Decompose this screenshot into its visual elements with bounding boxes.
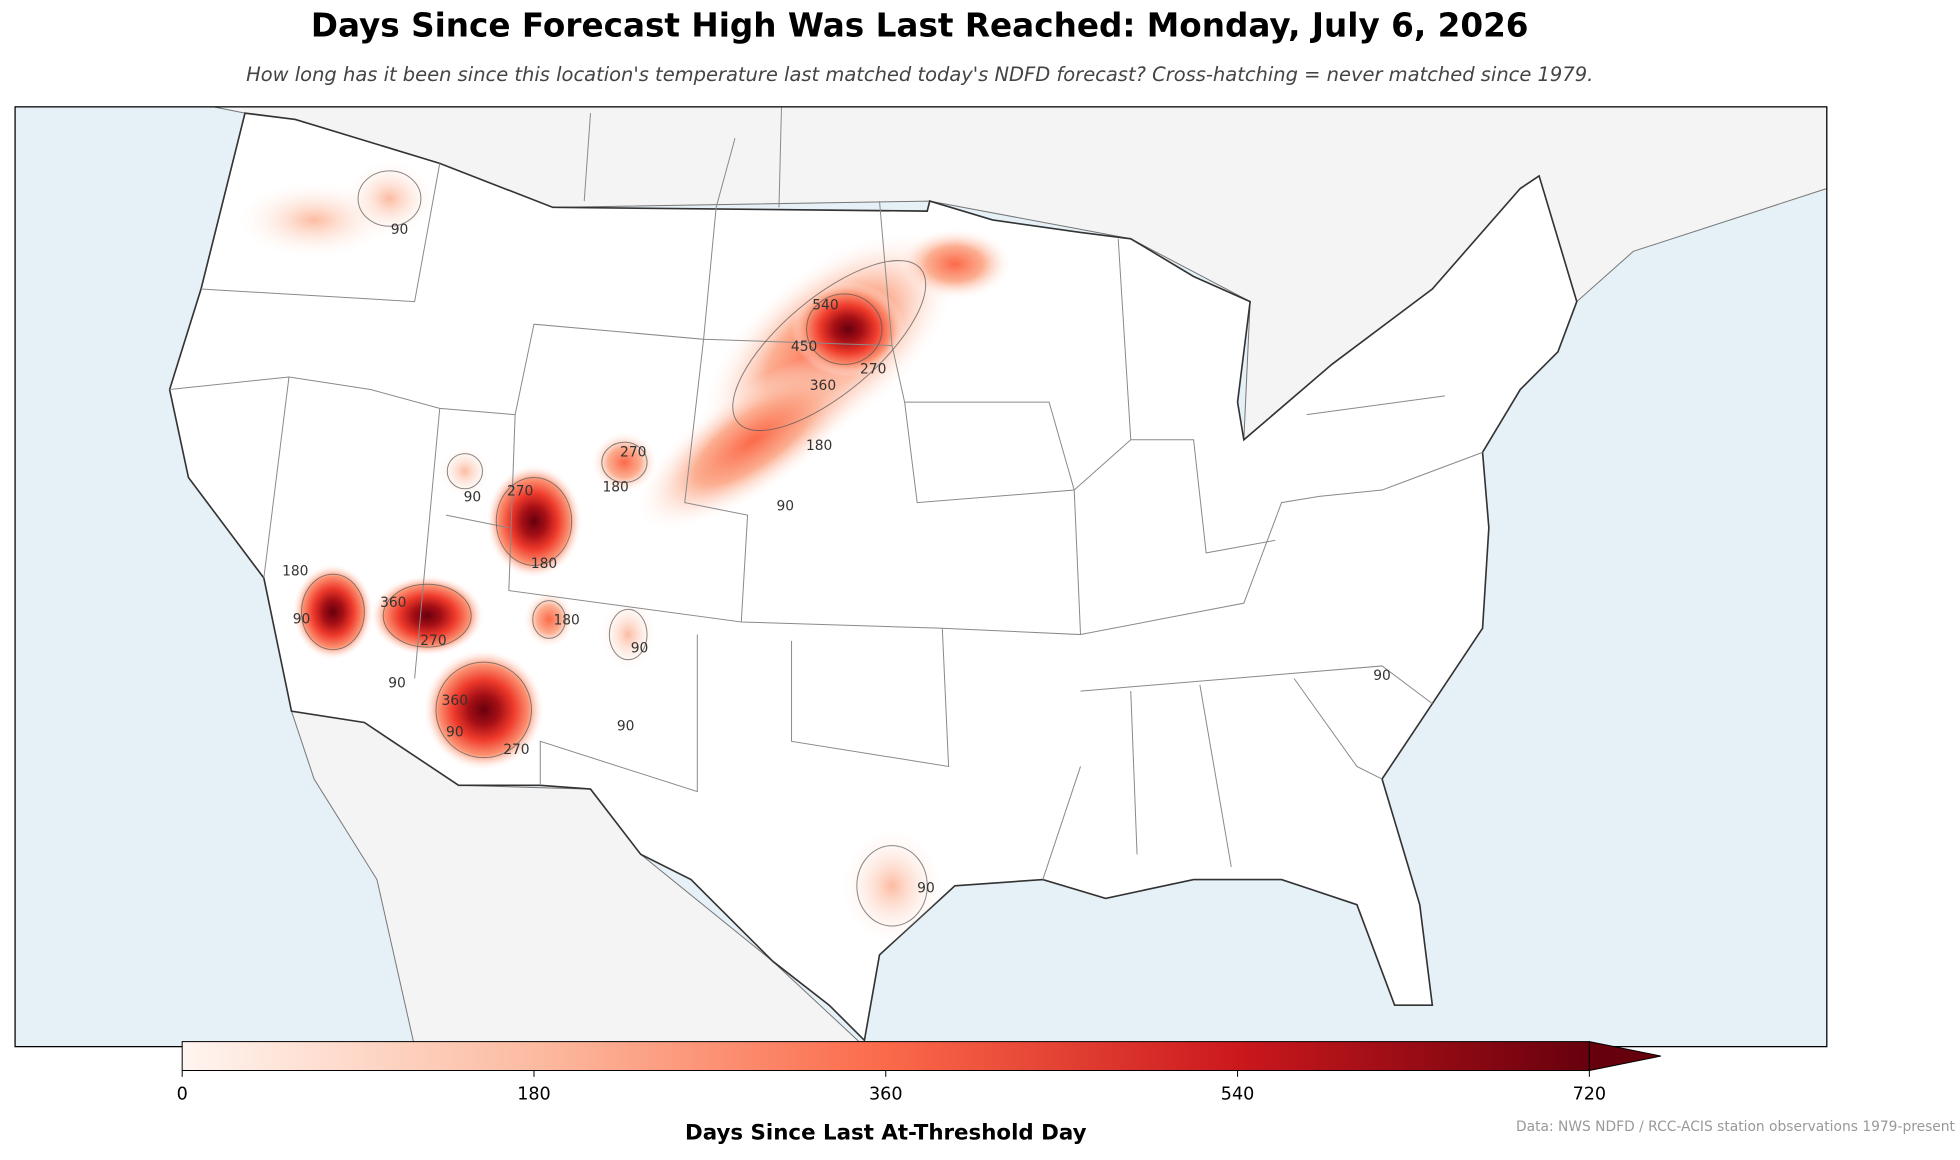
source-note: Data: NWS NDFD / RCC-ACIS station observ… [1516, 1119, 1956, 1135]
colorbar-tick-label: 0 [177, 1084, 188, 1104]
contour-label: 90 [917, 880, 935, 896]
contour-label: 90 [391, 222, 409, 238]
contour-label: 90 [446, 725, 464, 741]
colorbar-tick-label: 180 [517, 1084, 551, 1104]
subtitle: How long has it been since this location… [246, 63, 1593, 86]
contour-labels: 90 90 180 270 360 450 540 270 180 90 270… [282, 222, 1391, 896]
contour-label: 270 [860, 361, 886, 377]
contour-label: 270 [620, 444, 646, 460]
colorbar-extension [1588, 1041, 1662, 1072]
contour-label: 90 [631, 640, 649, 656]
contour-label: 180 [553, 613, 579, 629]
map: 90 90 180 270 360 450 540 270 180 90 270… [15, 106, 1827, 1047]
contour-label: 450 [791, 339, 817, 355]
contour-lines [301, 170, 928, 927]
contour-label: 90 [464, 490, 482, 506]
colorbar-scale [181, 1041, 1590, 1072]
title: Days Since Forecast High Was Last Reache… [311, 7, 1529, 45]
colorbar: 0 180 360 540 720 [177, 1041, 1662, 1104]
contour-label: 90 [776, 498, 794, 514]
contour-label: 90 [293, 611, 311, 627]
contour-label: 270 [420, 633, 446, 649]
contour-label: 360 [442, 693, 468, 709]
colorbar-tick-label: 540 [1221, 1084, 1255, 1104]
contour-label: 180 [602, 480, 628, 496]
colorbar-tick-label: 360 [869, 1084, 903, 1104]
contour-label: 270 [507, 483, 533, 499]
contour-label: 360 [380, 595, 406, 611]
contour-label: 270 [503, 742, 529, 758]
colorbar-label: Days Since Last At-Threshold Day [685, 1120, 1087, 1145]
colorbar-tick-label: 720 [1573, 1084, 1607, 1104]
state-lines [169, 106, 1483, 880]
contour-label: 90 [388, 676, 406, 692]
contour-label: 180 [806, 438, 832, 454]
contour-label: 180 [282, 564, 308, 580]
contour-label: 360 [810, 378, 836, 394]
contour-label: 180 [531, 556, 557, 572]
contour-label: 90 [1373, 668, 1391, 684]
contour-label: 540 [812, 297, 838, 313]
contour-label: 90 [617, 718, 635, 734]
